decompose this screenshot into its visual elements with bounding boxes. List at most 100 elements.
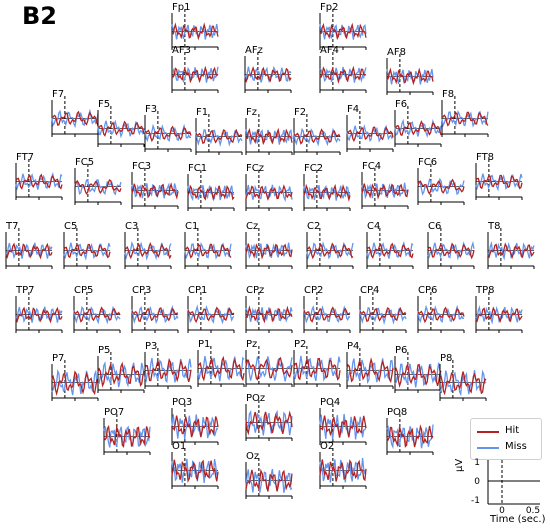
channel-trace-hit [245,410,293,436]
channel-trace-hit [386,424,434,448]
channel-trace-hit [319,459,367,482]
channel-trace-hit [346,357,394,384]
channel-trace-hit [303,183,351,202]
channel-plot-po3: PO3 [171,397,219,445]
channel-plot-f1: F1 [195,107,243,155]
channel-trace-miss [15,171,63,191]
channel-plot-f4: F4 [346,104,394,152]
channel-label-cp1: CP1 [188,285,207,296]
channel-trace-hit [303,306,351,323]
channel-trace-hit [306,242,354,260]
channel-trace-hit [386,67,434,86]
channel-plot-cp1: CP1 [187,285,235,333]
channel-trace-hit [51,370,99,397]
channel-plot-oz: Oz [245,451,293,499]
channel-plot-cp5: CP5 [73,285,121,333]
channel-plot-c5: C5 [63,221,111,269]
channel-trace-miss [245,307,293,323]
channel-label-af8: AF8 [387,47,406,58]
channel-label-f2: F2 [294,107,306,118]
channel-trace-hit [417,178,465,196]
channel-label-f4: F4 [347,104,359,115]
channel-plot-fz: Fz [245,107,293,155]
channel-label-po3: PO3 [172,397,192,408]
channel-label-p3: P3 [145,341,157,352]
channel-plot-pz: Pz [245,339,293,387]
channel-trace-miss [303,184,351,201]
channel-trace-hit [144,357,192,383]
channel-label-fc2: FC2 [304,163,323,174]
channel-trace-hit [293,358,341,381]
channel-label-fc5: FC5 [75,157,94,168]
channel-trace-miss [386,68,434,85]
channel-trace-hit [417,306,465,324]
channel-plot-p8: P8 [439,353,487,401]
channel-plot-c1: C1 [184,221,232,269]
channel-trace-hit [51,110,99,126]
channel-plot-p7: P7 [51,353,99,401]
channel-trace-miss [245,409,293,436]
channel-trace-hit [245,184,293,201]
channel-trace-hit [131,182,179,200]
channel-trace-hit [245,468,293,492]
channel-label-t8: T8 [487,221,500,232]
channel-trace-miss [187,185,235,202]
channel-trace-miss [97,119,145,139]
channel-trace-hit [171,415,219,438]
channel-plot-fc6: FC6 [417,157,465,205]
channel-trace-hit [293,128,341,145]
channel-plot-p3: P3 [144,341,192,389]
channel-label-po8: PO8 [387,407,407,418]
channel-label-p5: P5 [98,345,110,356]
channel-plot-tp7: TP7 [15,285,63,333]
channel-trace-hit [441,111,489,127]
channel-label-f6: F6 [395,99,407,110]
channel-label-fc3: FC3 [132,161,151,172]
channel-trace-miss [171,414,219,440]
channel-trace-miss [171,458,219,483]
channel-plot-t7: T7 [5,221,53,269]
channel-plot-cz: Cz [245,221,293,269]
channel-trace-hit [195,129,243,145]
channel-trace-miss [171,66,219,84]
channel-label-p6: P6 [395,345,407,356]
channel-plot-f7: F7 [51,89,99,137]
channel-trace-miss [63,242,111,261]
channel-plot-c6: C6 [427,221,475,269]
channel-plot-t8: T8 [487,221,535,269]
channel-label-cp2: CP2 [304,285,323,296]
channel-trace-miss [319,66,367,83]
channel-label-o2: O2 [320,441,334,452]
channel-trace-hit [427,242,475,260]
channel-plot-tp8: TP8 [475,285,523,333]
channel-trace-hit [245,356,293,381]
channel-plot-poz: POz [245,393,293,441]
channel-label-p2: P2 [294,339,306,350]
channel-plot-p5: P5 [97,345,145,393]
channel-label-f8: F8 [442,89,454,100]
channel-label-oz: Oz [246,451,259,462]
channel-trace-hit [103,424,151,448]
channel-label-pz: Pz [246,339,257,350]
scale-time-label: Time (sec.) [490,514,546,525]
channel-trace-hit [487,242,535,260]
channel-label-ft8: FT8 [476,152,494,163]
channel-trace-hit [319,65,367,85]
channel-plot-p6: P6 [394,345,442,393]
channel-trace-miss [394,118,442,139]
channel-label-fcz: FCz [246,163,264,174]
channel-plot-af4: AF4 [319,45,367,93]
channel-plot-fp1: Fp1 [171,2,219,50]
channel-plot-o2: O2 [319,441,367,489]
channel-trace-hit [187,184,235,202]
legend-label-hit: Hit [505,425,520,436]
channel-trace-miss [366,240,414,260]
channel-label-f5: F5 [98,99,110,110]
channel-plot-cpz: CPz [245,285,293,333]
channel-label-po4: PO4 [320,397,340,408]
channel-plot-cp3: CP3 [131,285,179,333]
channel-label-p1: P1 [198,339,210,350]
channel-trace-miss [346,124,394,143]
channel-trace-hit [439,371,487,396]
